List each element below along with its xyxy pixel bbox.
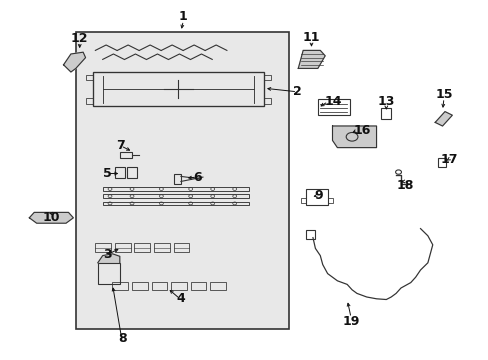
Polygon shape xyxy=(98,254,120,263)
Text: 19: 19 xyxy=(342,315,359,328)
Bar xyxy=(102,202,249,205)
Text: 8: 8 xyxy=(118,332,126,345)
Bar xyxy=(95,243,111,252)
Bar xyxy=(210,282,225,290)
Bar xyxy=(93,72,264,106)
Bar xyxy=(173,243,189,252)
Bar xyxy=(85,98,93,104)
Text: 5: 5 xyxy=(102,167,111,180)
Bar xyxy=(300,198,305,203)
Text: 18: 18 xyxy=(395,179,413,192)
Text: 1: 1 xyxy=(179,10,187,23)
Text: 15: 15 xyxy=(434,88,452,101)
Bar xyxy=(327,198,332,203)
Bar xyxy=(317,99,349,115)
Text: 13: 13 xyxy=(377,95,394,108)
Bar xyxy=(102,194,249,198)
Polygon shape xyxy=(63,52,85,72)
Text: 11: 11 xyxy=(302,31,320,44)
Bar xyxy=(85,75,93,80)
Bar xyxy=(173,174,181,184)
Text: 16: 16 xyxy=(353,124,370,137)
Bar xyxy=(76,32,288,329)
Bar xyxy=(134,243,150,252)
Bar xyxy=(98,263,120,284)
Text: 14: 14 xyxy=(324,95,341,108)
Text: 4: 4 xyxy=(176,292,184,305)
Bar xyxy=(154,243,169,252)
Text: 2: 2 xyxy=(293,85,302,98)
Polygon shape xyxy=(332,126,376,148)
Bar xyxy=(102,187,249,191)
Bar xyxy=(264,75,271,80)
Bar xyxy=(120,152,132,158)
Bar xyxy=(381,108,390,119)
Bar xyxy=(264,98,271,104)
Text: 17: 17 xyxy=(439,153,457,166)
Bar xyxy=(190,282,206,290)
Bar xyxy=(151,282,167,290)
Bar xyxy=(305,189,327,205)
Bar xyxy=(127,167,137,178)
Polygon shape xyxy=(298,50,325,68)
Bar xyxy=(305,230,315,239)
Text: 6: 6 xyxy=(193,171,202,184)
Polygon shape xyxy=(434,112,451,126)
Bar xyxy=(132,282,147,290)
Bar xyxy=(115,243,130,252)
Text: 3: 3 xyxy=(102,248,111,261)
Text: 9: 9 xyxy=(314,189,323,202)
Text: 7: 7 xyxy=(116,139,124,152)
Bar xyxy=(437,158,446,167)
Text: 10: 10 xyxy=(42,211,60,224)
Bar xyxy=(171,282,186,290)
Bar xyxy=(112,282,128,290)
Bar xyxy=(115,167,124,178)
Polygon shape xyxy=(29,212,73,223)
Text: 12: 12 xyxy=(71,32,88,45)
